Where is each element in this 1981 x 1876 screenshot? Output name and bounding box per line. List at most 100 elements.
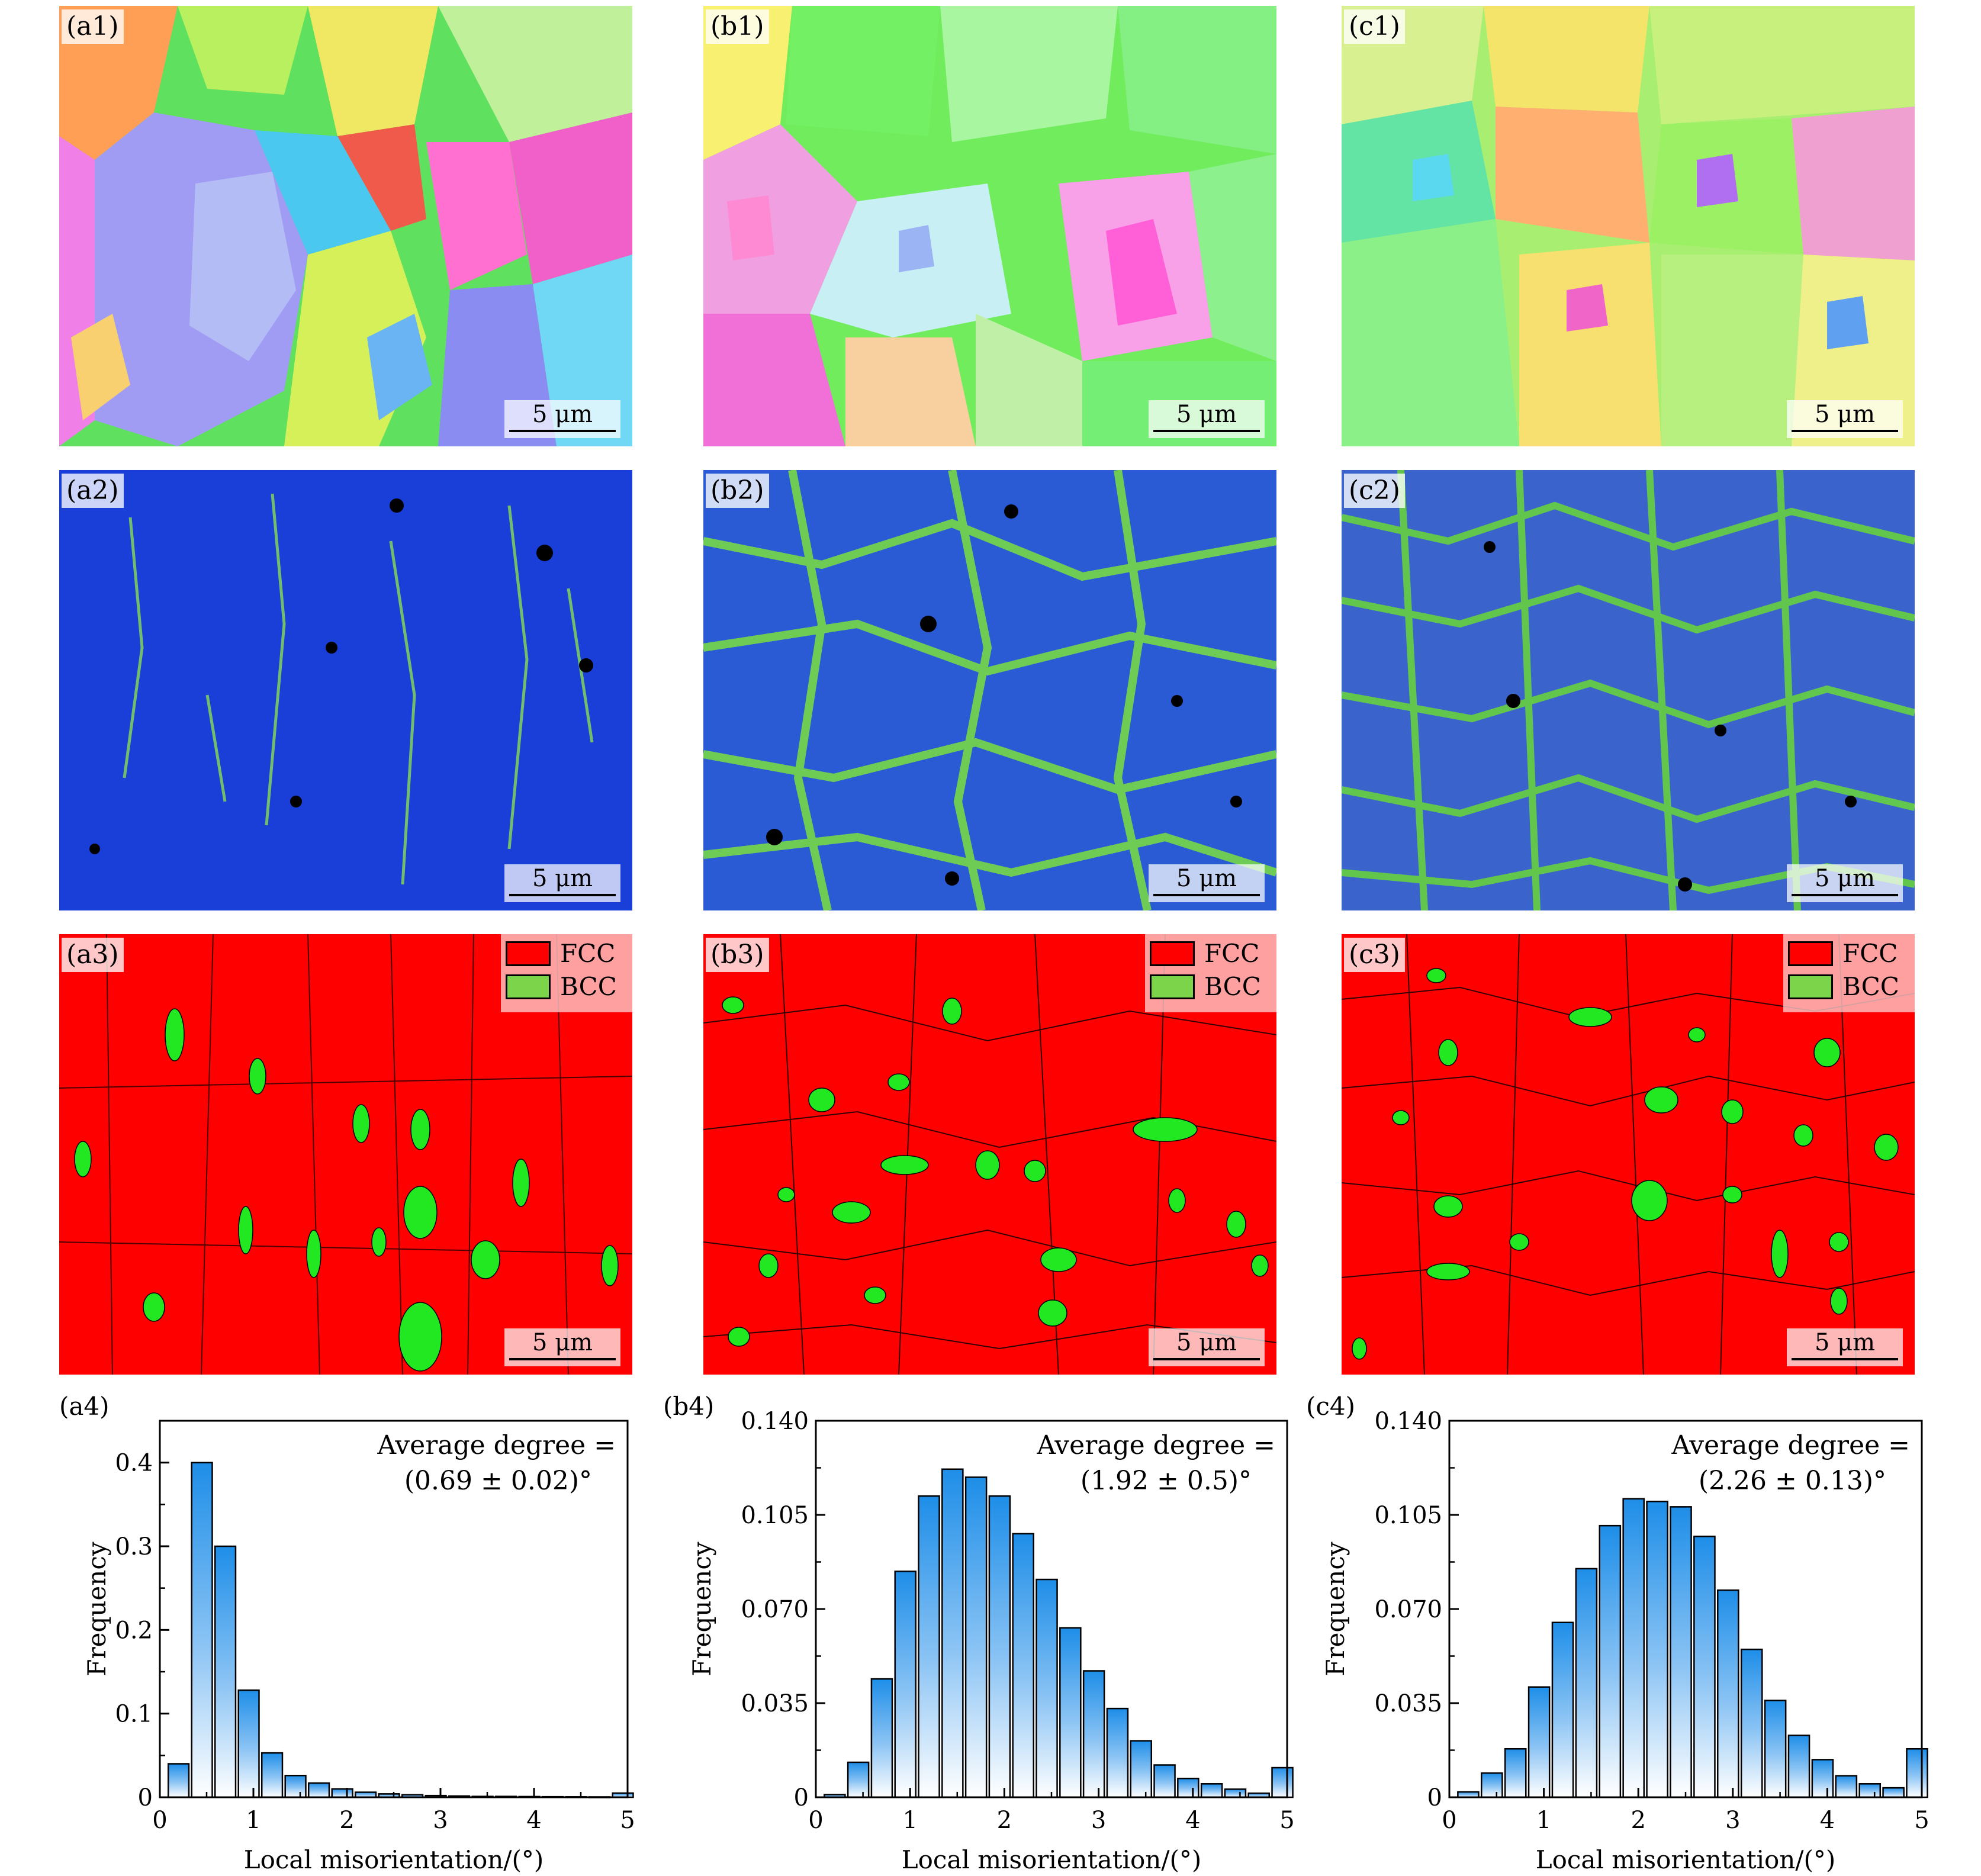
x-tick-label: 5 [620,1807,635,1834]
scale-bar-line [1792,894,1898,896]
histogram-bar [988,1495,1011,1798]
scale-bar-label: 5 μm [532,865,593,892]
y-tick-label: 0.2 [115,1617,153,1644]
x-tick-label: 0 [808,1807,823,1834]
histogram-bar [261,1752,284,1798]
histogram-bar [1811,1759,1834,1798]
scale-bar-line [1792,1358,1898,1360]
scale-bar: 5 μm [504,1328,620,1366]
panel-label: (c4) [1306,1392,1355,1421]
scale-bar-label: 5 μm [532,401,593,428]
x-axis-label: Local misorientation/(°) [1536,1845,1836,1874]
histogram-b4-svg: 0 0.035 0.070 0.105 0.140 0 1 2 3 4 5 Local misorie… [663,1392,1295,1874]
annotation-line-1: Average degree = [1036,1430,1275,1460]
panel-label: (a4) [59,1392,110,1421]
histogram-bar [1670,1506,1692,1798]
scale-bar-line [509,430,616,432]
histogram-bar [1787,1735,1810,1798]
x-tick-label: 2 [1631,1807,1645,1834]
panel-label: (c3) [1344,938,1405,972]
histogram-bar [167,1763,190,1798]
scale-bar-line [1153,1358,1260,1360]
scale-bar: 5 μm [1787,1328,1903,1366]
x-tick-label: 4 [1185,1807,1200,1834]
y-tick-label: 0.035 [1374,1690,1442,1717]
kam-map-c2: (c2) 5 μm [1342,470,1915,910]
kam-map-a2: (a2) 5 μm [59,470,632,910]
legend-swatch-fcc [1788,941,1833,966]
legend-swatch-fcc [506,941,551,966]
y-axis-label: Frequency [1321,1542,1350,1676]
scale-bar: 5 μm [504,864,620,902]
y-tick-label: 0.4 [115,1450,153,1477]
kam-map-image [59,470,632,910]
scale-bar-line [1153,430,1260,432]
phase-map-a3: (a3) FCC BCC 5 μm [59,934,632,1375]
histogram-bar [1858,1783,1882,1798]
annotation-line-2: (0.69 ± 0.02)° [404,1466,592,1496]
legend-label-bcc: BCC [560,972,617,1001]
x-tick-label: 0 [152,1807,167,1834]
histogram-bar [1551,1621,1574,1798]
y-tick-label: 0.105 [741,1502,809,1529]
histogram-bar [237,1689,260,1798]
scale-bar-label: 5 μm [1176,1329,1237,1356]
ipf-map-c1: (c1) 5 μm [1342,6,1915,446]
scale-bar-line [509,894,616,896]
x-tick-label: 3 [1725,1807,1740,1834]
panel-label: (a1) [62,9,124,44]
y-tick-label: 0.070 [1374,1596,1442,1623]
histogram-bar [941,1468,964,1798]
histogram-bar [964,1476,988,1798]
histogram-bar [1035,1578,1058,1798]
ipf-map-b1: (b1) 5 μm [703,6,1276,446]
x-tick-label: 2 [339,1807,354,1834]
histogram-bar [1177,1777,1199,1798]
y-tick-label: 0.140 [1374,1408,1442,1435]
histogram-bar [1906,1748,1928,1798]
histogram-bar [331,1788,353,1798]
phase-map-c3: (c3) FCC BCC 5 μm [1342,934,1915,1375]
scale-bar: 5 μm [1149,400,1265,438]
x-tick-label: 3 [1091,1807,1106,1834]
x-axis-label: Local misorientation/(°) [244,1845,544,1874]
histogram-bar [284,1775,307,1798]
histogram-bar [1599,1524,1622,1798]
x-tick-label: 0 [1442,1807,1456,1834]
panel-label: (c1) [1344,9,1405,44]
histogram-bar [870,1678,893,1798]
histogram-bar [214,1545,237,1798]
legend-item-bcc: BCC [1788,971,1915,1003]
legend-swatch-fcc [1150,941,1195,966]
y-tick-label: 0 [1427,1784,1442,1811]
histogram-bar [1130,1740,1153,1798]
x-axis-label: Local misorientation/(°) [902,1845,1202,1874]
scale-bar: 5 μm [1787,864,1903,902]
legend-item-fcc: FCC [506,938,632,970]
histogram-bar [1224,1788,1247,1798]
histogram-bar [1717,1589,1739,1798]
y-tick-label: 0 [138,1784,153,1811]
phase-map-b3: (b3) FCC BCC 5 μm [703,934,1276,1375]
histogram-bar [1835,1775,1858,1798]
histogram-c4-svg: 0 0.035 0.070 0.105 0.140 0 1 2 3 4 5 Local misorie… [1306,1392,1929,1874]
x-tick-label: 1 [246,1807,261,1834]
histogram-bar [1646,1501,1668,1798]
scale-bar: 5 μm [1149,1328,1265,1366]
histogram-bar [1740,1648,1763,1798]
panel-label: (b3) [706,938,769,972]
y-tick-label: 0 [794,1784,809,1811]
panel-label: (b1) [706,9,769,44]
panel-label: (b2) [706,474,769,508]
legend-item-fcc: FCC [1788,938,1915,970]
scale-bar-label: 5 μm [532,1329,593,1356]
annotation-line-1: Average degree = [1671,1430,1910,1460]
histogram-bar [1622,1498,1645,1798]
y-tick-label: 0.105 [1374,1502,1442,1529]
x-tick-label: 4 [526,1807,541,1834]
legend-label-bcc: BCC [1204,972,1261,1001]
phase-map-image [59,934,632,1375]
legend-item-bcc: BCC [1150,971,1276,1003]
histogram-bar [1012,1533,1035,1798]
scale-bar-label: 5 μm [1814,865,1876,892]
